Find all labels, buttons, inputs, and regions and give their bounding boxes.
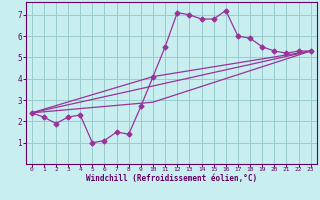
X-axis label: Windchill (Refroidissement éolien,°C): Windchill (Refroidissement éolien,°C) — [86, 174, 257, 183]
